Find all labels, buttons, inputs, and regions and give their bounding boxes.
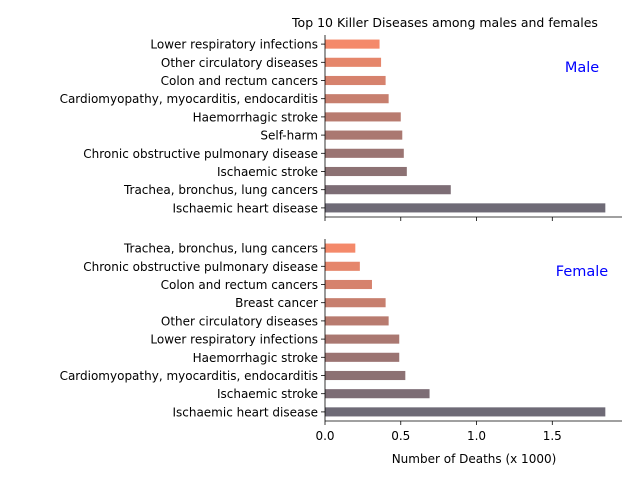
y-tick-label: Other circulatory diseases	[161, 314, 318, 328]
bar-trachea-bronchus-lung-cancers	[325, 243, 356, 253]
bar-self-harm	[325, 130, 403, 140]
x-tick-label: 0.0	[315, 429, 334, 443]
male-panel: Ischaemic heart disease Trachea, bronchus…	[60, 35, 622, 221]
bar-colon-and-rectum-cancers	[325, 75, 386, 86]
bar-lower-respiratory-infections	[325, 334, 400, 344]
bar-breast-cancer	[325, 298, 386, 308]
y-tick-label: Chronic obstructive pulmonary disease	[83, 147, 318, 161]
y-tick-label: Lower respiratory infections	[150, 333, 318, 347]
y-tick-label: Cardiomyopathy, myocarditis, endocarditi…	[60, 92, 318, 106]
y-tick-label: Ischaemic stroke	[217, 387, 318, 401]
y-tick-label: Cardiomyopathy, myocarditis, endocarditi…	[60, 369, 318, 383]
bar-other-circulatory-diseases	[325, 57, 382, 67]
bar-lower-respiratory-infections	[325, 39, 380, 49]
bar-ischaemic-stroke	[325, 166, 407, 177]
bar-cardiomyopathy-myocarditis-endocarditis	[325, 370, 406, 381]
bar-haemorrhagic-stroke	[325, 112, 401, 122]
bar-other-circulatory-diseases	[325, 316, 389, 326]
bar-haemorrhagic-stroke	[325, 352, 400, 362]
y-tick-label: Ischaemic stroke	[217, 165, 318, 179]
y-tick-label: Colon and rectum cancers	[161, 74, 318, 88]
y-tick-label: Haemorrhagic stroke	[193, 351, 318, 365]
y-tick-label: Trachea, bronchus, lung cancers	[123, 183, 318, 197]
y-tick-label: Trachea, bronchus, lung cancers	[123, 242, 318, 256]
y-tick-label: Other circulatory diseases	[161, 56, 318, 70]
panel-label: Male	[565, 60, 599, 76]
x-axis-label: Number of Deaths (x 1000)	[392, 452, 557, 466]
x-tick-label: 1.5	[543, 429, 562, 443]
y-tick-label: Colon and rectum cancers	[161, 278, 318, 292]
bar-colon-and-rectum-cancers	[325, 279, 372, 290]
y-tick-label: Lower respiratory infections	[150, 38, 318, 52]
bar-ischaemic-heart-disease	[325, 407, 606, 417]
y-tick-label: Ischaemic heart disease	[172, 201, 318, 215]
bar-chronic-obstructive-pulmonary-disease	[325, 261, 360, 271]
x-tick-label: 1.0	[467, 429, 486, 443]
bar-ischaemic-heart-disease	[325, 203, 606, 213]
x-tick-label: 0.5	[391, 429, 410, 443]
y-tick-label: Ischaemic heart disease	[172, 405, 318, 419]
y-tick-label: Chronic obstructive pulmonary disease	[83, 260, 318, 274]
bar-trachea-bronchus-lung-cancers	[325, 185, 451, 195]
y-tick-label: Breast cancer	[235, 296, 318, 310]
bar-ischaemic-stroke	[325, 389, 430, 399]
female-panel: Ischaemic heart disease Ischaemic stroke C…	[60, 239, 622, 443]
y-tick-label: Self-harm	[260, 129, 318, 143]
bar-cardiomyopathy-myocarditis-endocarditis	[325, 94, 389, 104]
panel-label: Female	[556, 264, 609, 280]
bar-chronic-obstructive-pulmonary-disease	[325, 148, 404, 158]
chart-title: Top 10 Killer Diseases among males and f…	[291, 15, 598, 30]
y-tick-label: Haemorrhagic stroke	[193, 110, 318, 124]
